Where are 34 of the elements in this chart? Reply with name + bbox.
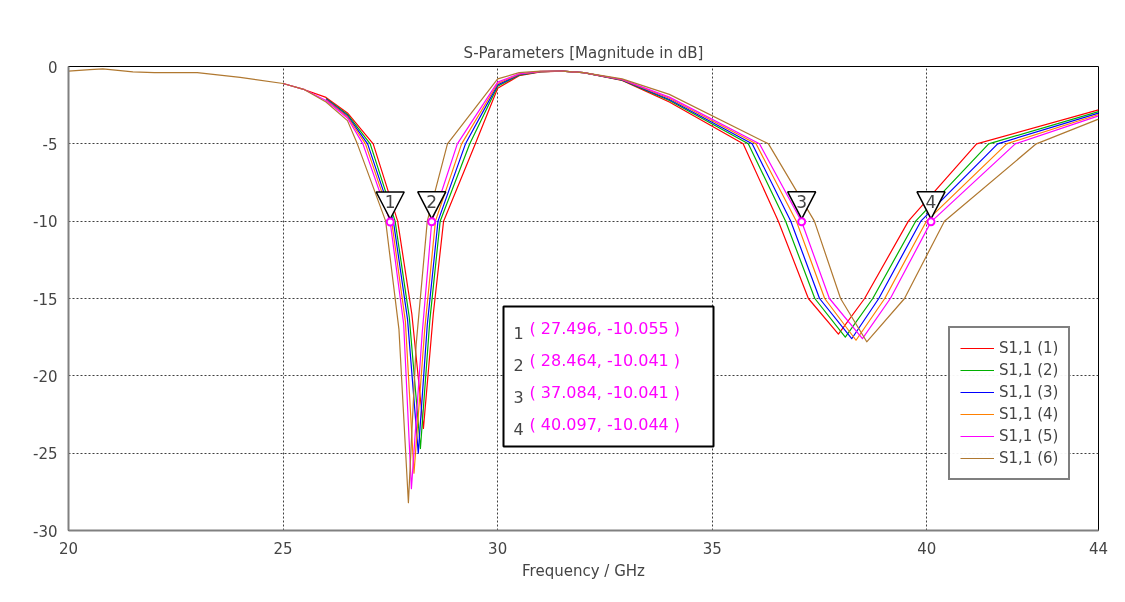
annotation: 1 (384, 192, 396, 213)
annotation: ( 28.464, -10.041 ) (529, 351, 681, 370)
x-axis-title: Frequency / GHz (522, 561, 646, 580)
y-tick-label: -5 (42, 135, 58, 154)
annotation: ( 37.084, -10.041 ) (529, 383, 681, 402)
chart-title: S-Parameters [Magnitude in dB] (463, 43, 704, 62)
y-tick-label: -30 (33, 522, 58, 541)
text: 1 (513, 323, 524, 343)
y-tick-label: -15 (33, 290, 58, 309)
legend-label: S1,1 (5) (999, 427, 1059, 445)
y-tick-label: -20 (33, 367, 58, 386)
legend-label: S1,1 (1) (999, 339, 1059, 357)
line-series (68, 68, 1099, 504)
annotation: 2 (426, 191, 438, 212)
legend-label: S1,1 (6) (999, 449, 1059, 467)
text: 3 (513, 387, 524, 407)
x-tick-label: 35 (702, 539, 722, 558)
x-tick-label: 30 (488, 539, 508, 558)
x-tick-label: 40 (917, 539, 937, 558)
y-tick-label: -10 (33, 213, 58, 232)
annotation: ( 27.496, -10.055 ) (529, 319, 681, 338)
legend-label: S1,1 (3) (999, 383, 1059, 401)
annotation: ( 40.097, -10.044 ) (529, 415, 681, 434)
annotation: 4 (925, 191, 937, 212)
text: 4 (513, 419, 524, 439)
legend-label: S1,1 (2) (999, 361, 1059, 379)
x-tick-label: 25 (273, 539, 293, 558)
annotation: 3 (796, 191, 808, 212)
y-tick-label: 0 (47, 58, 58, 77)
x-tick-label: 20 (58, 539, 79, 558)
x-tick-label: 44 (1088, 539, 1109, 558)
text: 2 (513, 355, 524, 375)
y-tick-label: -25 (33, 445, 58, 464)
legend-label: S1,1 (4) (999, 405, 1059, 423)
